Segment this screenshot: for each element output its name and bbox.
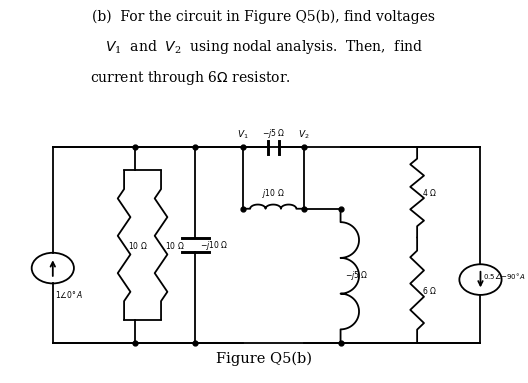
Text: $V_1$: $V_1$ — [237, 128, 249, 141]
Text: $-j5\ \Omega$: $-j5\ \Omega$ — [261, 127, 285, 140]
Text: $6\ \Omega$: $6\ \Omega$ — [422, 285, 437, 296]
Text: 10 $\Omega$: 10 $\Omega$ — [165, 240, 184, 250]
Text: (b)  For the circuit in Figure Q5(b), find voltages: (b) For the circuit in Figure Q5(b), fin… — [92, 10, 436, 24]
Text: $V_2$: $V_2$ — [298, 128, 309, 141]
Text: $0.5\angle{-90°}\!$ A: $0.5\angle{-90°}\!$ A — [483, 271, 526, 281]
Text: $V_{\mathregular{1}}$  and  $V_{\mathregular{2}}$  using nodal analysis.  Then, : $V_{\mathregular{1}}$ and $V_{\mathregul… — [105, 38, 423, 56]
Text: $j10\ \Omega$: $j10\ \Omega$ — [262, 187, 285, 200]
Text: $-j5\ \Omega$: $-j5\ \Omega$ — [345, 269, 368, 282]
Text: $-j10\ \Omega$: $-j10\ \Omega$ — [200, 239, 228, 252]
Text: Figure Q5(b): Figure Q5(b) — [216, 351, 312, 366]
Text: current through 6$\Omega$ resistor.: current through 6$\Omega$ resistor. — [90, 69, 290, 87]
Text: $1\angle0°\!$ A: $1\angle0°\!$ A — [55, 289, 83, 300]
Text: $4\ \Omega$: $4\ \Omega$ — [422, 187, 437, 198]
Text: 10 $\Omega$: 10 $\Omega$ — [128, 240, 147, 250]
